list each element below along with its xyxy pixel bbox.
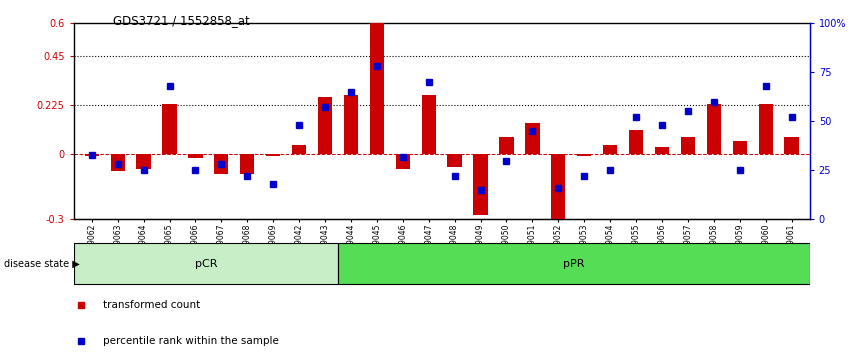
Bar [137, 154, 151, 169]
Bar [448, 154, 462, 167]
Bar [785, 137, 798, 154]
Bar [344, 95, 358, 154]
Bar [85, 154, 99, 156]
Bar [163, 104, 177, 154]
Bar [338, 243, 810, 285]
Text: disease state ▶: disease state ▶ [4, 259, 80, 269]
Bar [214, 154, 229, 174]
Bar [759, 104, 772, 154]
Bar [733, 141, 746, 154]
Bar [266, 154, 281, 156]
Bar [318, 97, 333, 154]
Bar [422, 95, 436, 154]
Bar [240, 154, 255, 174]
Bar [396, 154, 410, 169]
Text: pCR: pCR [195, 259, 217, 269]
Bar [292, 145, 307, 154]
Bar [370, 23, 384, 154]
Bar [111, 154, 125, 171]
Bar [655, 147, 669, 154]
Bar [629, 130, 643, 154]
Text: pPR: pPR [563, 259, 585, 269]
Bar [551, 154, 565, 235]
Text: transformed count: transformed count [103, 300, 200, 310]
Bar [707, 104, 721, 154]
Bar [526, 124, 540, 154]
Bar [474, 154, 488, 215]
Bar [500, 137, 514, 154]
Text: percentile rank within the sample: percentile rank within the sample [103, 336, 279, 347]
Bar [603, 145, 617, 154]
Bar [74, 243, 338, 285]
Bar [681, 137, 695, 154]
Bar [577, 154, 591, 156]
Bar [188, 154, 203, 158]
Text: GDS3721 / 1552858_at: GDS3721 / 1552858_at [113, 14, 249, 27]
